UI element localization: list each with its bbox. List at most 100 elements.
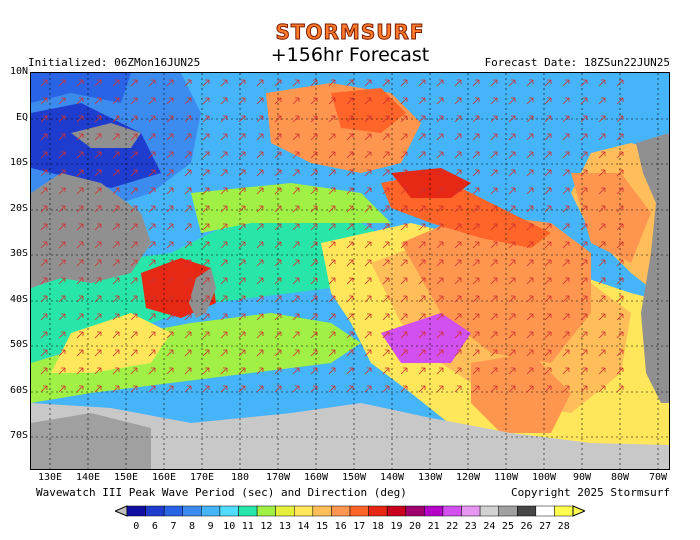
direction-arrow xyxy=(184,385,192,393)
direction-arrow xyxy=(562,385,570,393)
direction-arrow xyxy=(112,367,120,375)
direction-arrow xyxy=(256,169,264,177)
direction-arrow xyxy=(148,241,156,249)
direction-arrow xyxy=(130,259,138,267)
lon-label: 100W xyxy=(531,472,557,483)
direction-arrow xyxy=(40,241,48,249)
direction-arrow xyxy=(76,97,84,105)
legend-label: 23 xyxy=(465,521,477,532)
direction-arrow xyxy=(400,367,408,375)
direction-arrow xyxy=(202,97,210,105)
lon-label: 170E xyxy=(189,472,215,483)
direction-arrow xyxy=(418,151,426,159)
direction-arrow xyxy=(274,259,282,267)
direction-arrow xyxy=(166,349,174,357)
direction-arrow xyxy=(238,295,246,303)
direction-arrow xyxy=(292,259,300,267)
direction-arrow xyxy=(598,295,606,303)
direction-arrow xyxy=(94,367,102,375)
direction-arrow xyxy=(580,313,588,321)
direction-arrow xyxy=(472,295,480,303)
direction-arrow xyxy=(310,349,318,357)
direction-arrow xyxy=(166,259,174,267)
direction-arrow xyxy=(184,367,192,375)
legend-right-arrow xyxy=(572,505,587,517)
legend-swatch xyxy=(405,505,425,517)
direction-arrow xyxy=(58,223,66,231)
direction-arrow xyxy=(598,349,606,357)
direction-arrow xyxy=(328,241,336,249)
legend-label: 14 xyxy=(298,521,310,532)
direction-arrow xyxy=(562,313,570,321)
period-zone-14b xyxy=(51,313,171,373)
direction-arrow xyxy=(40,115,48,123)
direction-arrow xyxy=(328,79,336,87)
direction-arrow xyxy=(94,259,102,267)
direction-arrow xyxy=(76,367,84,375)
direction-arrow xyxy=(346,97,354,105)
direction-arrow xyxy=(472,151,480,159)
direction-arrow xyxy=(508,187,516,195)
direction-arrow xyxy=(40,205,48,213)
lon-label: 110W xyxy=(493,472,519,483)
direction-arrow xyxy=(580,187,588,195)
direction-arrow xyxy=(598,79,606,87)
direction-arrow xyxy=(508,367,516,375)
direction-arrow xyxy=(94,331,102,339)
initialized-text: Initialized: 06ZMon16JUN25 xyxy=(28,56,201,69)
direction-arrow xyxy=(508,241,516,249)
direction-arrow xyxy=(310,313,318,321)
direction-arrow xyxy=(274,295,282,303)
forecast-title: +156hr Forecast xyxy=(270,44,430,66)
direction-arrow xyxy=(418,169,426,177)
direction-arrow xyxy=(274,151,282,159)
direction-arrow xyxy=(364,313,372,321)
direction-arrow xyxy=(310,295,318,303)
south-america-land xyxy=(636,133,669,403)
direction-arrow xyxy=(40,259,48,267)
direction-arrow xyxy=(94,385,102,393)
direction-arrow xyxy=(130,187,138,195)
direction-arrow xyxy=(292,295,300,303)
direction-arrow xyxy=(508,277,516,285)
direction-arrow xyxy=(580,295,588,303)
period-zone-12b xyxy=(191,183,391,233)
direction-arrow xyxy=(40,349,48,357)
legend-label: 26 xyxy=(521,521,533,532)
direction-arrow xyxy=(130,223,138,231)
lat-label: 70S xyxy=(9,430,28,441)
direction-arrow xyxy=(580,169,588,177)
direction-arrow xyxy=(184,223,192,231)
direction-arrow xyxy=(310,385,318,393)
direction-arrow xyxy=(328,169,336,177)
direction-arrow xyxy=(400,313,408,321)
direction-arrow xyxy=(400,169,408,177)
direction-arrow xyxy=(256,223,264,231)
direction-arrow xyxy=(166,169,174,177)
legend-label: 22 xyxy=(446,521,458,532)
legend-swatch xyxy=(368,505,388,517)
direction-arrow xyxy=(130,349,138,357)
direction-arrow xyxy=(256,115,264,123)
direction-arrow xyxy=(508,349,516,357)
antarctica-shelf xyxy=(31,413,151,469)
direction-arrow xyxy=(238,313,246,321)
direction-arrow xyxy=(562,331,570,339)
direction-arrow xyxy=(220,331,228,339)
direction-arrow xyxy=(310,259,318,267)
direction-arrow xyxy=(346,241,354,249)
direction-arrow xyxy=(616,169,624,177)
direction-arrow xyxy=(112,151,120,159)
direction-arrow xyxy=(328,115,336,123)
direction-arrow xyxy=(76,223,84,231)
direction-arrow xyxy=(580,385,588,393)
direction-arrow xyxy=(58,187,66,195)
direction-arrow xyxy=(508,223,516,231)
direction-arrow xyxy=(40,151,48,159)
direction-arrow xyxy=(58,241,66,249)
direction-arrow xyxy=(400,223,408,231)
direction-arrow xyxy=(598,259,606,267)
direction-arrow xyxy=(148,313,156,321)
period-zone-16 xyxy=(401,213,591,363)
direction-arrow xyxy=(598,331,606,339)
